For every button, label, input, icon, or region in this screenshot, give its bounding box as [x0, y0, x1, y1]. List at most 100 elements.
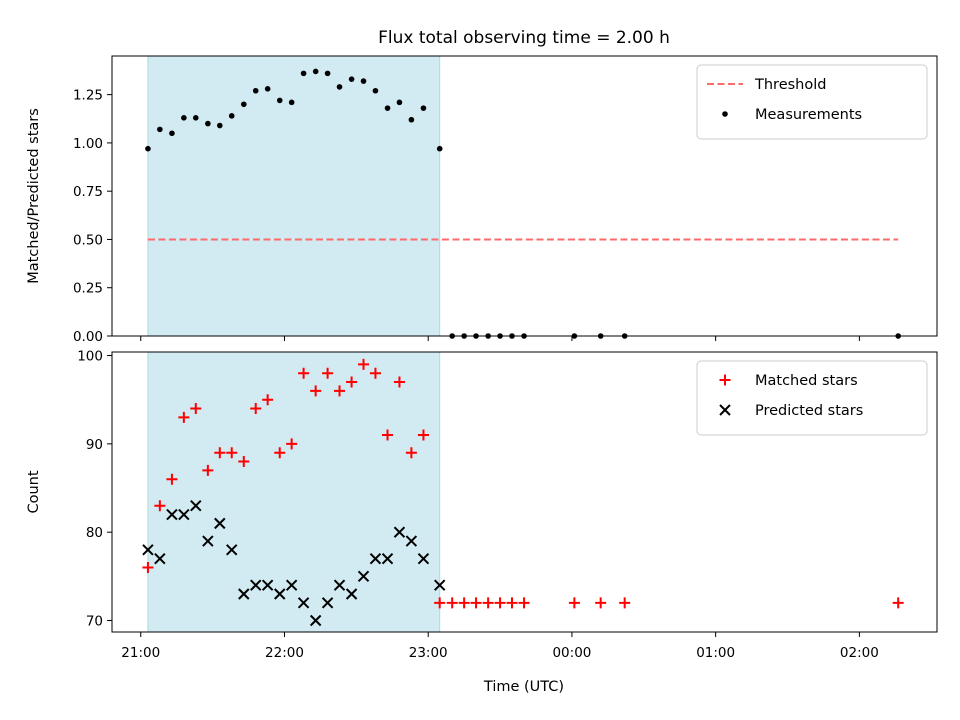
- matched-stars-point: [250, 403, 262, 415]
- predicted-stars-point: [142, 544, 154, 556]
- measurements-point: [181, 114, 187, 121]
- matched-stars-point: [458, 597, 470, 609]
- measurements-point: [145, 145, 151, 152]
- matched-stars-point: [369, 367, 381, 379]
- predicted-stars-point: [274, 588, 286, 600]
- matched-stars-point: [334, 385, 346, 397]
- matched-stars-point: [286, 438, 298, 450]
- predicted-stars-point: [321, 597, 334, 609]
- measurements-point: [288, 99, 295, 106]
- y-tick-label: 0.25: [73, 281, 103, 297]
- y-axis-label: Matched/Predicted stars: [26, 108, 42, 284]
- y-tick-label: 1.25: [73, 88, 103, 104]
- legend-label: Matched stars: [755, 373, 858, 389]
- measurements-point: [192, 114, 199, 121]
- predicted-stars-point: [285, 579, 298, 591]
- matched-stars-point: [405, 447, 417, 459]
- legend-label: Measurements: [755, 107, 862, 123]
- matched-stars-point: [568, 597, 580, 609]
- y-axis-label: Count: [26, 470, 42, 513]
- data-layer: [142, 358, 904, 627]
- measurements-point: [436, 145, 443, 152]
- matched-stars-point: [166, 473, 178, 485]
- y-tick-label: 80: [86, 525, 103, 541]
- legend-marker: [719, 404, 731, 416]
- observing-window-shade: [147, 351, 441, 633]
- chart-title: Flux total observing time = 2.00 h: [378, 28, 670, 48]
- measurements-point: [336, 84, 343, 90]
- y-tick-label: 90: [86, 437, 103, 453]
- legend-marker: [719, 374, 731, 386]
- measurements-point: [264, 86, 271, 92]
- predicted-stars-point: [417, 552, 430, 565]
- matched-stars-point: [494, 597, 506, 609]
- predicted-stars-point: [166, 508, 178, 521]
- x-tick-label: 23:00: [409, 645, 448, 661]
- matched-stars-point: [446, 597, 458, 609]
- matched-stars-point: [202, 464, 214, 476]
- legend-label: Threshold: [754, 77, 826, 93]
- legend-label: Predicted stars: [755, 403, 863, 419]
- predicted-stars-point: [214, 517, 226, 530]
- data-layer: [145, 68, 901, 339]
- axes-frame: [111, 351, 938, 633]
- predicted-stars-point: [393, 526, 406, 538]
- legend: Threshold Measurements: [696, 64, 928, 140]
- matched-stars-point: [190, 403, 202, 415]
- matched-stars-point: [393, 376, 405, 388]
- matched-stars-point: [470, 597, 482, 609]
- measurements-point: [228, 113, 235, 119]
- matched-stars-point: [274, 447, 286, 459]
- x-tick-label: 22:00: [265, 645, 304, 661]
- matched-stars-point: [595, 597, 607, 609]
- legend: Matched stars Predicted stars: [696, 360, 928, 436]
- y-tick-label: 100: [77, 349, 103, 365]
- measurements-point: [360, 78, 367, 84]
- y-tick-label: 70: [86, 614, 103, 630]
- y-tick-label: 0.75: [73, 184, 103, 200]
- matched-stars-point: [238, 456, 250, 468]
- matched-stars-point: [346, 376, 358, 388]
- matched-stars-point: [506, 597, 518, 609]
- y-tick-label: 0.00: [73, 329, 103, 345]
- x-axis-label: Time (UTC): [483, 679, 564, 695]
- predicted-stars-point: [202, 535, 214, 547]
- x-tick-label: 02:00: [840, 645, 879, 661]
- legend-marker: [722, 111, 728, 117]
- measurements-point: [216, 122, 223, 129]
- predicted-stars-point: [297, 597, 310, 609]
- predicted-stars-point: [190, 499, 202, 512]
- predicted-stars-point: [309, 614, 322, 627]
- measurements-point: [205, 120, 211, 127]
- x-tick-label: 00:00: [552, 645, 591, 661]
- measurements-point: [240, 101, 247, 108]
- axes-frame: [111, 55, 938, 337]
- matched-stars-point: [142, 562, 154, 574]
- matched-stars-point: [322, 367, 334, 379]
- measurements-point: [312, 68, 319, 75]
- measurements-point: [276, 97, 283, 104]
- matched-stars-point: [178, 411, 190, 423]
- predicted-stars-point: [433, 579, 446, 591]
- measurements-point: [372, 87, 379, 94]
- matched-stars-point: [262, 394, 274, 406]
- matched-stars-point: [518, 597, 530, 609]
- x-tick-label: 01:00: [696, 645, 735, 661]
- top-panel-ratio: 0.00 0.25 0.50 0.75 1.00 1.25 Matched/Predicte…: [26, 55, 938, 345]
- matched-stars-point: [892, 597, 904, 609]
- predicted-stars-point: [261, 579, 274, 591]
- matched-stars-point: [358, 358, 370, 370]
- measurements-point: [300, 70, 307, 77]
- measurements-point: [408, 116, 415, 123]
- predicted-stars-point: [405, 535, 418, 547]
- observing-window-shade: [147, 55, 441, 337]
- legend-box: [696, 360, 928, 436]
- matched-stars-point: [298, 367, 310, 379]
- predicted-stars-point: [357, 570, 370, 583]
- bottom-panel-count: 70 80 90 100 21:00 22:00 23:00 00:00 01:00 02:00 C…: [26, 349, 938, 661]
- matched-stars-point: [154, 500, 166, 512]
- measurements-point: [348, 76, 355, 82]
- predicted-stars-point: [333, 579, 346, 591]
- predicted-stars-point: [226, 544, 238, 556]
